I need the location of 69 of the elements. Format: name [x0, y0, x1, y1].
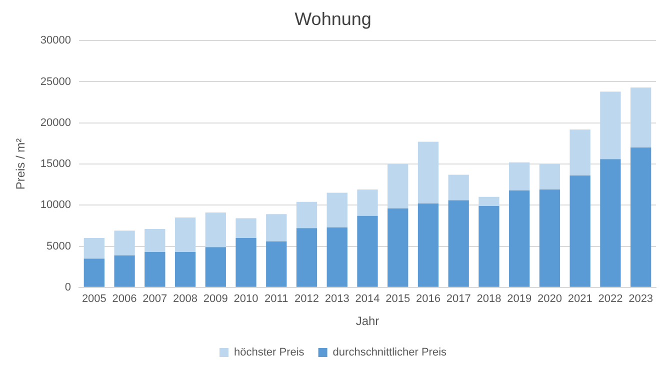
bar: [205, 247, 226, 287]
bar: [448, 174, 469, 200]
x-tick-label: 2021: [568, 293, 592, 306]
x-tick-label: 2012: [294, 293, 319, 306]
bar: [326, 227, 348, 287]
bar: [114, 230, 135, 256]
bar: [266, 241, 287, 287]
bar: [236, 238, 256, 287]
bar: [600, 92, 621, 160]
bar: [114, 255, 135, 287]
bar: [84, 238, 104, 259]
bar: [478, 196, 500, 206]
bar: [570, 176, 590, 287]
y-tick-label: 0: [64, 281, 71, 294]
x-tick-label: 2018: [476, 293, 502, 306]
x-tick-label: 2005: [82, 293, 106, 306]
x-tick-label: 2020: [537, 293, 562, 306]
legend-label: durchschnittlicher Preis: [332, 346, 448, 359]
x-tick-label: 2009: [203, 293, 228, 306]
y-tick-label: 15000: [40, 158, 71, 170]
x-tick-label: 2007: [142, 293, 168, 306]
bar: [174, 217, 196, 252]
y-tick-label: 10000: [40, 199, 71, 212]
bar: [418, 142, 439, 204]
y-tick-label: 20000: [40, 116, 71, 129]
y-tick-label: 25000: [40, 76, 71, 88]
bar: [570, 129, 590, 176]
bar: [205, 212, 226, 248]
chart-title: Wohnung: [294, 8, 372, 29]
y-tick-label: 5000: [46, 240, 71, 252]
bar: [357, 216, 378, 287]
bar: [630, 87, 652, 148]
bar: [236, 218, 256, 238]
x-tick-label: 2019: [507, 293, 532, 306]
bar: [357, 190, 378, 216]
y-axis-title: Preis / m²: [14, 138, 28, 190]
x-axis-title: Jahr: [356, 314, 380, 328]
x-tick-label: 2022: [598, 293, 623, 306]
bar: [600, 159, 621, 287]
bar: [296, 228, 318, 287]
bar: [266, 214, 287, 242]
x-tick-label: 2010: [234, 293, 258, 306]
bar: [509, 190, 530, 287]
x-tick-label: 2017: [446, 293, 471, 306]
x-tick-label: 2016: [416, 293, 440, 306]
bar: [326, 192, 348, 228]
bar: [539, 164, 560, 190]
x-tick-label: 2011: [264, 293, 288, 306]
x-tick-label: 2023: [628, 293, 654, 306]
bar: [84, 258, 104, 287]
x-tick-label: 2013: [324, 293, 350, 306]
bar: [478, 206, 500, 287]
bar: [539, 190, 560, 287]
bar: [388, 208, 408, 287]
bar: [388, 164, 408, 208]
bar: [630, 148, 652, 287]
bar: [296, 202, 318, 228]
bar: [144, 252, 166, 287]
y-tick-label: 30000: [40, 34, 71, 47]
bar: [509, 162, 530, 190]
x-tick-label: 2008: [173, 293, 198, 306]
legend-label: höchster Preis: [234, 346, 305, 359]
x-tick-label: 2015: [386, 293, 410, 306]
bar: [174, 252, 196, 287]
bar: [448, 200, 469, 287]
x-tick-label: 2014: [355, 293, 380, 306]
bar: [144, 228, 166, 252]
x-tick-label: 2006: [112, 293, 137, 306]
bar: [418, 203, 439, 287]
